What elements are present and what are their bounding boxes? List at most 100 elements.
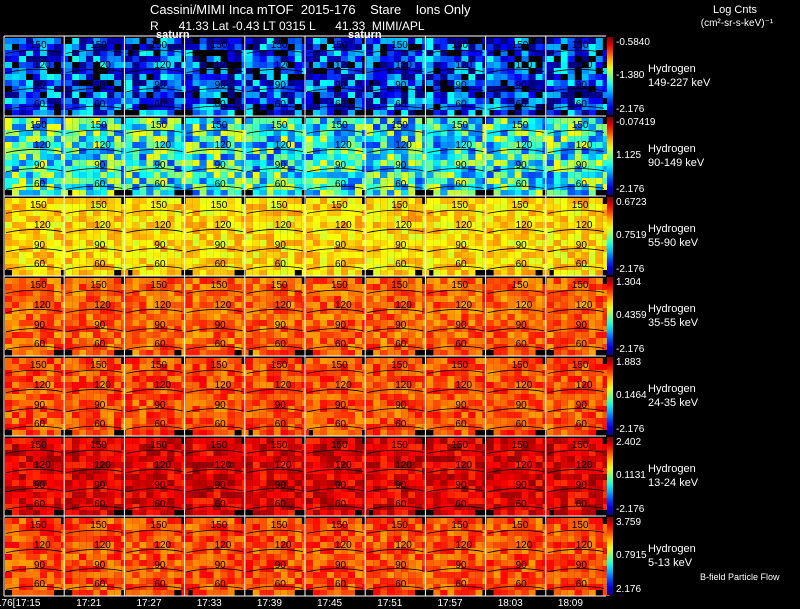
heatmap-cell xyxy=(355,234,362,240)
heatmap-cell xyxy=(132,160,140,166)
heatmap-cell xyxy=(507,136,515,142)
heatmap-cell xyxy=(259,284,267,290)
contour-line xyxy=(427,105,484,110)
heatmap-cell xyxy=(387,228,395,234)
heatmap-cell xyxy=(475,296,483,302)
heatmap-cell xyxy=(408,284,416,290)
heatmap-cell xyxy=(348,118,355,124)
heatmap-cell xyxy=(26,234,33,240)
heatmap-cell xyxy=(454,178,462,184)
heatmap-cell xyxy=(5,308,12,314)
heatmap-cell xyxy=(507,124,515,130)
heatmap-cell xyxy=(553,296,561,302)
heatmap-cell xyxy=(366,118,374,124)
heatmap-cell xyxy=(167,350,175,356)
heatmap-cell xyxy=(252,98,260,104)
heatmap-cell xyxy=(227,338,235,344)
heatmap-cell xyxy=(125,430,133,436)
heatmap-cell xyxy=(146,418,154,424)
heatmap-cell xyxy=(355,44,362,50)
heatmap-cell xyxy=(280,110,288,116)
contour-line xyxy=(246,328,304,333)
heatmap-cell xyxy=(341,284,348,290)
heatmap-cell xyxy=(132,358,140,364)
heatmap-cell xyxy=(139,92,147,98)
heatmap-cell xyxy=(146,252,154,258)
heatmap-cell xyxy=(500,270,508,276)
heatmap-cell xyxy=(114,344,122,350)
contour-line xyxy=(246,248,304,253)
heatmap-cell xyxy=(574,80,582,86)
heatmap-cell xyxy=(387,234,395,240)
heatmap-cell xyxy=(65,62,73,68)
heatmap-cell xyxy=(461,38,469,44)
heatmap-cell xyxy=(100,44,108,50)
heatmap-cell xyxy=(454,130,462,136)
heatmap-cell xyxy=(160,38,168,44)
heatmap-cell xyxy=(514,350,522,356)
heatmap-cell xyxy=(486,172,494,178)
heatmap-cell xyxy=(528,118,536,124)
heatmap-cell xyxy=(602,320,610,326)
heatmap-cell xyxy=(19,358,26,364)
heatmap-cell xyxy=(493,204,501,210)
heatmap-cell xyxy=(581,320,589,326)
heatmap-cell xyxy=(588,124,596,130)
heatmap-cell xyxy=(79,400,87,406)
heatmap-cell xyxy=(574,252,582,258)
heatmap-cell xyxy=(153,240,161,246)
heatmap-cell xyxy=(320,56,327,62)
heatmap-cell xyxy=(213,178,221,184)
heatmap-cell xyxy=(468,130,476,136)
heatmap-cell xyxy=(47,222,54,228)
heatmap-cell xyxy=(567,252,575,258)
heatmap-cell xyxy=(146,358,154,364)
heatmap-cell xyxy=(486,160,494,166)
heatmap-cell xyxy=(366,184,374,190)
heatmap-cell xyxy=(287,136,295,142)
heatmap-cell xyxy=(192,320,200,326)
heatmap-cell xyxy=(461,118,469,124)
heatmap-cell xyxy=(313,210,320,216)
heatmap-cell xyxy=(227,172,235,178)
heatmap-cell xyxy=(146,80,154,86)
heatmap-cell xyxy=(535,44,543,50)
heatmap-cell xyxy=(366,56,374,62)
heatmap-cell xyxy=(320,148,327,154)
heatmap-cell xyxy=(408,62,416,68)
heatmap-cell xyxy=(40,62,47,68)
heatmap-cell xyxy=(174,62,182,68)
heatmap-cell xyxy=(192,104,200,110)
heatmap-cell xyxy=(93,172,101,178)
heatmap-cell xyxy=(507,350,515,356)
heatmap-cell xyxy=(380,204,388,210)
heatmap-cell xyxy=(440,234,448,240)
heatmap-cell xyxy=(348,252,355,258)
heatmap-cell xyxy=(567,118,575,124)
heatmap-cell xyxy=(160,290,168,296)
heatmap-cell xyxy=(387,296,395,302)
heatmap-cell xyxy=(334,290,341,296)
heatmap-cell xyxy=(5,56,12,62)
heatmap-cell xyxy=(581,74,589,80)
heatmap-cell xyxy=(327,264,334,270)
heatmap-cell xyxy=(327,338,334,344)
heatmap-cell xyxy=(114,210,122,216)
heatmap-cell xyxy=(294,44,302,50)
heatmap-cell xyxy=(259,124,267,130)
heatmap-cell xyxy=(567,296,575,302)
heatmap-cell xyxy=(227,118,235,124)
heatmap-cell xyxy=(33,258,40,264)
heatmap-cell xyxy=(132,204,140,210)
heatmap-cell xyxy=(47,148,54,154)
heatmap-cell xyxy=(40,308,47,314)
heatmap-cell xyxy=(433,258,441,264)
heatmap-cell xyxy=(553,264,561,270)
heatmap-cell xyxy=(394,258,402,264)
heatmap-cell xyxy=(461,160,469,166)
heatmap-cell xyxy=(19,222,26,228)
heatmap-cell xyxy=(486,332,494,338)
contour-line xyxy=(5,168,63,173)
heatmap-cell xyxy=(294,284,302,290)
heatmap-cell xyxy=(560,290,568,296)
